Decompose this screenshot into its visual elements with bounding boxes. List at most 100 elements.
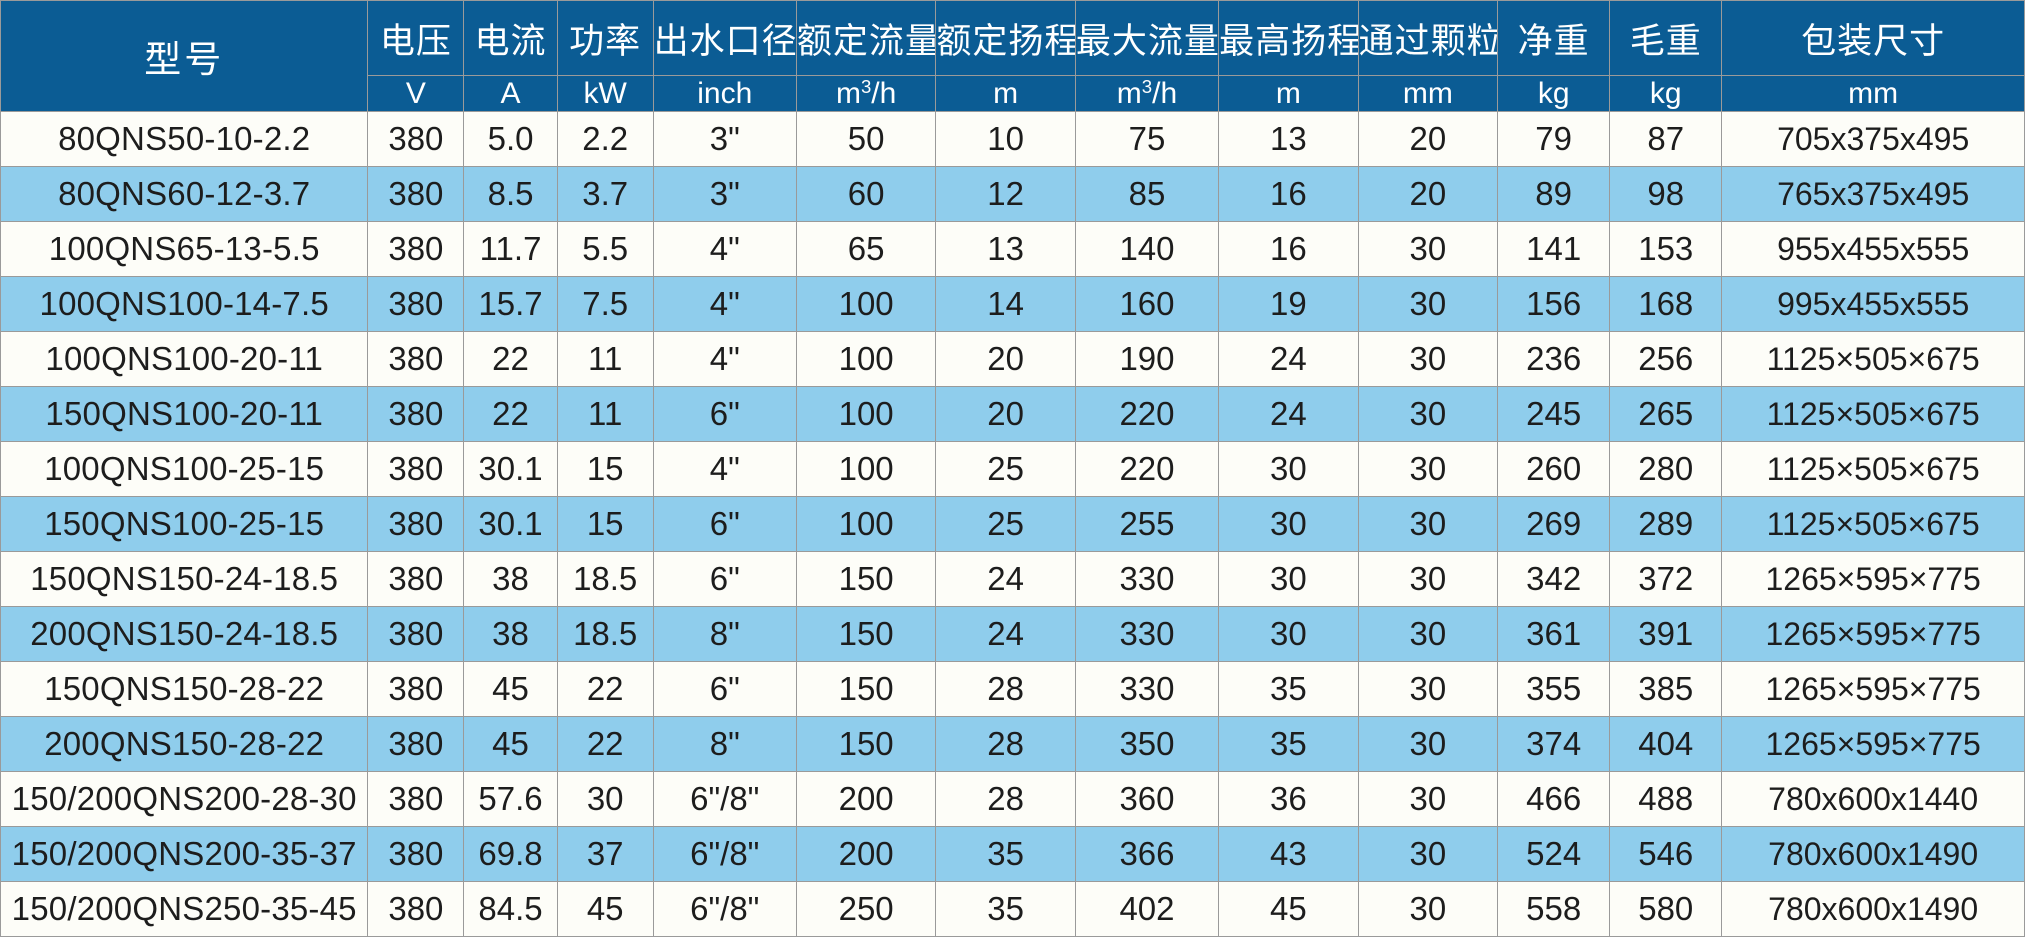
cell-current: 11.7	[463, 221, 558, 278]
table-row: 100QNS100-14-7.5 380 15.7 7.5 4" 100 14 160 19 30…	[0, 276, 2025, 333]
cell-particle-size: 30	[1357, 661, 1499, 718]
cell-rated-flow: 50	[795, 111, 937, 168]
cell-outlet-diameter: 6"	[652, 386, 797, 443]
cell-gross-weight: 289	[1609, 496, 1723, 553]
cell-max-head: 30	[1218, 441, 1359, 498]
cell-gross-weight: 256	[1609, 331, 1723, 388]
table-row: 150QNS150-28-22 380 45 22 6" 150 28 330 35 30 355 3…	[0, 661, 2025, 718]
cell-outlet-diameter: 6"/8"	[652, 771, 797, 828]
column-unit-power: kW	[556, 74, 654, 113]
cell-max-flow: 140	[1074, 221, 1220, 278]
cell-max-head: 30	[1218, 606, 1359, 663]
cell-model: 100QNS65-13-5.5	[0, 221, 369, 278]
cell-outlet-diameter: 4"	[652, 221, 797, 278]
cell-model: 100QNS100-20-11	[0, 331, 369, 388]
cell-net-weight: 342	[1497, 551, 1611, 608]
cell-power: 18.5	[556, 551, 654, 608]
cell-outlet-diameter: 4"	[652, 276, 797, 333]
cell-voltage: 380	[367, 276, 465, 333]
cell-voltage: 380	[367, 221, 465, 278]
cell-current: 22	[463, 331, 558, 388]
cell-outlet-diameter: 3"	[652, 111, 797, 168]
cell-max-flow: 75	[1074, 111, 1220, 168]
cell-power: 45	[556, 881, 654, 937]
cell-particle-size: 30	[1357, 771, 1499, 828]
column-unit-outlet-diameter: inch	[652, 74, 797, 113]
cell-package-size: 780x600x1440	[1721, 771, 2025, 828]
cell-max-flow: 255	[1074, 496, 1220, 553]
cell-max-head: 16	[1218, 221, 1359, 278]
cell-outlet-diameter: 6"/8"	[652, 826, 797, 883]
cell-voltage: 380	[367, 386, 465, 443]
cell-max-head: 24	[1218, 386, 1359, 443]
column-unit-max-flow: m3/h	[1074, 74, 1220, 113]
cell-gross-weight: 153	[1609, 221, 1723, 278]
cell-max-flow: 366	[1074, 826, 1220, 883]
column-header-particle-size: 通过颗粒	[1357, 0, 1499, 76]
cell-rated-head: 28	[935, 771, 1076, 828]
column-header-max-head: 最高扬程	[1218, 0, 1359, 76]
column-header-current: 电流	[463, 0, 558, 76]
cell-rated-head: 25	[935, 496, 1076, 553]
cell-current: 57.6	[463, 771, 558, 828]
cell-max-flow: 220	[1074, 386, 1220, 443]
cell-rated-head: 12	[935, 166, 1076, 223]
cell-outlet-diameter: 8"	[652, 606, 797, 663]
cell-voltage: 380	[367, 771, 465, 828]
column-header-power: 功率	[556, 0, 654, 76]
column-header-rated-head: 额定扬程	[935, 0, 1076, 76]
cell-net-weight: 89	[1497, 166, 1611, 223]
cell-max-flow: 350	[1074, 716, 1220, 773]
cell-outlet-diameter: 3"	[652, 166, 797, 223]
table-row: 100QNS100-20-11 380 22 11 4" 100 20 190 24 30 236 2…	[0, 331, 2025, 388]
cell-rated-flow: 100	[795, 496, 937, 553]
cell-max-flow: 360	[1074, 771, 1220, 828]
cell-package-size: 1125×505×675	[1721, 386, 2025, 443]
cell-gross-weight: 168	[1609, 276, 1723, 333]
table-body: 80QNS50-10-2.2 380 5.0 2.2 3" 50 10 75 13 20 79 87 7…	[0, 111, 2025, 937]
cell-outlet-diameter: 4"	[652, 441, 797, 498]
cell-current: 15.7	[463, 276, 558, 333]
cell-model: 150/200QNS200-28-30	[0, 771, 369, 828]
cell-power: 18.5	[556, 606, 654, 663]
cell-max-head: 36	[1218, 771, 1359, 828]
cell-net-weight: 260	[1497, 441, 1611, 498]
cell-gross-weight: 98	[1609, 166, 1723, 223]
cell-voltage: 380	[367, 716, 465, 773]
cell-rated-flow: 150	[795, 661, 937, 718]
cell-outlet-diameter: 6"/8"	[652, 881, 797, 937]
cell-particle-size: 30	[1357, 551, 1499, 608]
cell-gross-weight: 580	[1609, 881, 1723, 937]
cell-outlet-diameter: 6"	[652, 551, 797, 608]
cell-gross-weight: 265	[1609, 386, 1723, 443]
cell-net-weight: 141	[1497, 221, 1611, 278]
cell-voltage: 380	[367, 826, 465, 883]
cell-net-weight: 79	[1497, 111, 1611, 168]
cell-package-size: 1125×505×675	[1721, 441, 2025, 498]
cell-net-weight: 466	[1497, 771, 1611, 828]
cell-power: 5.5	[556, 221, 654, 278]
cell-max-head: 43	[1218, 826, 1359, 883]
column-header-voltage: 电压	[367, 0, 465, 76]
cell-rated-flow: 250	[795, 881, 937, 937]
cell-gross-weight: 546	[1609, 826, 1723, 883]
cell-particle-size: 20	[1357, 166, 1499, 223]
column-header-gross-weight: 毛重	[1609, 0, 1723, 76]
cell-package-size: 995x455x555	[1721, 276, 2025, 333]
cell-net-weight: 558	[1497, 881, 1611, 937]
cell-package-size: 1265×595×775	[1721, 551, 2025, 608]
cell-net-weight: 269	[1497, 496, 1611, 553]
cell-particle-size: 30	[1357, 716, 1499, 773]
cell-current: 22	[463, 386, 558, 443]
cell-max-flow: 330	[1074, 606, 1220, 663]
cell-particle-size: 30	[1357, 881, 1499, 937]
column-unit-voltage: V	[367, 74, 465, 113]
cell-package-size: 765x375x495	[1721, 166, 2025, 223]
column-unit-rated-flow: m3/h	[795, 74, 937, 113]
cell-max-head: 45	[1218, 881, 1359, 937]
cell-power: 22	[556, 716, 654, 773]
cell-package-size: 1125×505×675	[1721, 496, 2025, 553]
cell-model: 150QNS100-20-11	[0, 386, 369, 443]
cell-particle-size: 20	[1357, 111, 1499, 168]
